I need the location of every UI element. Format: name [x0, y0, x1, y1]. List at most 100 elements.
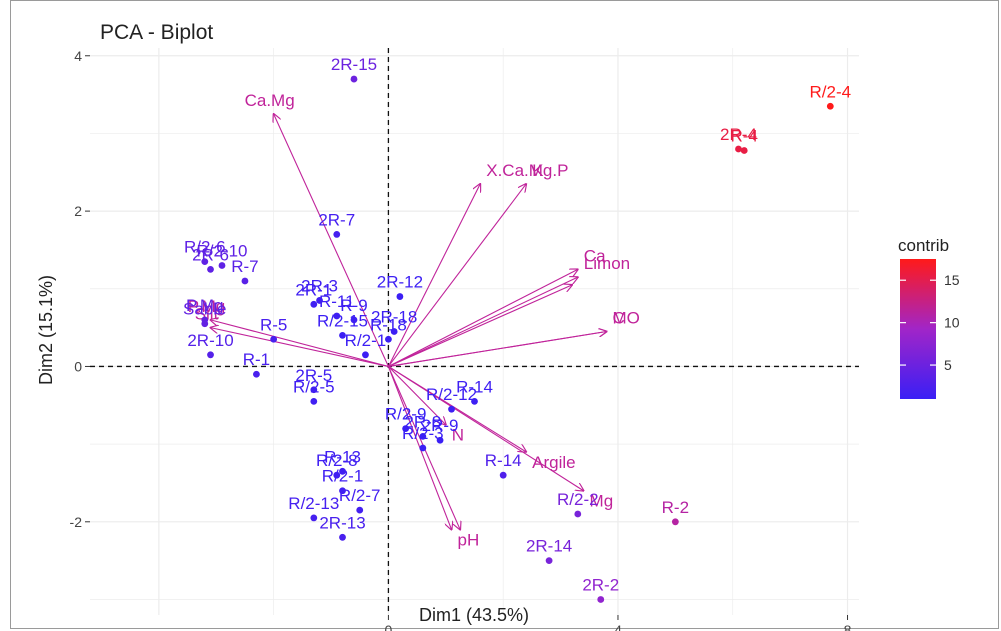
point-label: R/2-1 — [345, 331, 387, 350]
variable-arrow — [211, 328, 389, 367]
data-point — [310, 386, 318, 394]
data-point — [671, 518, 679, 526]
point-label: P.Mg — [186, 296, 224, 315]
variable-label: pH — [458, 531, 480, 550]
chart-title: PCA - Biplot — [100, 21, 213, 44]
data-point — [218, 262, 226, 269]
point-label: 2R-15 — [331, 55, 377, 74]
point-label: R-13 — [324, 447, 361, 466]
point-label: R/2-10 — [196, 241, 247, 260]
point-label: 2R-18 — [371, 308, 417, 327]
grid-lines — [90, 48, 859, 615]
data-point — [241, 277, 249, 285]
variable-arrow — [211, 320, 389, 367]
data-point — [362, 351, 369, 359]
variable-arrow — [388, 269, 577, 367]
variable-label: C — [612, 309, 624, 328]
point-label: R/2-7 — [339, 486, 381, 505]
legend-ticks: 5 10 15 — [900, 272, 960, 373]
point-label: R-14 — [485, 451, 522, 470]
data-point — [339, 331, 346, 339]
point-label: 2R-13 — [319, 513, 365, 532]
data-point — [356, 506, 364, 514]
variable-arrows: Ca.MgX.Ca.Mg.PKCaLimonMOCSiltP.MgArgileM… — [188, 91, 640, 550]
point-label: R-2 — [662, 498, 689, 517]
variable-arrow — [388, 285, 572, 367]
point-label: 2R-3 — [301, 276, 338, 295]
point-label: 2R-14 — [526, 537, 572, 556]
point-label: R/2-5 — [293, 377, 335, 396]
data-point — [310, 514, 318, 522]
variable-arrow — [388, 365, 583, 490]
point-label: 2R-10 — [187, 331, 233, 350]
point-label: R-4 — [731, 127, 758, 146]
point-label: 2R-5 — [295, 366, 332, 385]
point-label: R-11 — [319, 292, 355, 311]
data-point — [419, 444, 427, 452]
point-label: R-14 — [456, 377, 493, 396]
variable-label: Limon — [584, 254, 630, 273]
x-tick-label: 8 — [844, 622, 852, 631]
y-tick-label: 0 — [74, 358, 82, 374]
data-point — [207, 351, 214, 359]
point-label: R/2-3 — [402, 424, 444, 443]
data-point — [350, 316, 358, 324]
data-point — [574, 510, 582, 518]
data-point — [201, 316, 209, 324]
data-point — [316, 297, 323, 304]
variable-label: Ca.Mg — [245, 91, 295, 110]
variable-label: MO — [612, 309, 639, 328]
point-label: R-7 — [231, 257, 258, 276]
point-label: 2R-8 — [404, 412, 441, 431]
point-label: R/2-9 — [385, 405, 427, 424]
color-legend: contrib 5 10 15 — [898, 236, 960, 399]
variable-label: P.Mg — [188, 297, 226, 316]
variable-arrow — [388, 366, 445, 424]
legend-colorbar — [900, 259, 936, 399]
y-tick-label: 2 — [74, 203, 82, 219]
data-point — [385, 335, 392, 343]
legend-title: contrib — [898, 236, 949, 255]
data-point — [390, 328, 398, 335]
variable-arrow — [388, 332, 606, 367]
legend-tick-label: 5 — [944, 357, 952, 373]
point-label: R/2-6 — [184, 238, 226, 257]
x-axis-label: Dim1 (43.5%) — [419, 605, 529, 625]
point-label: 2R-12 — [377, 273, 423, 292]
point-label: 2R-4 — [720, 125, 757, 144]
point-label: R/2-8 — [316, 451, 358, 470]
point-label: R/2-15 — [317, 311, 368, 330]
zero-lines — [90, 48, 859, 615]
point-label: R-1 — [243, 350, 270, 369]
data-point — [339, 533, 346, 541]
point-label: 2R-1 — [295, 280, 332, 299]
data-point — [597, 596, 605, 603]
data-point — [740, 147, 748, 154]
data-point — [333, 231, 341, 238]
point-label: R-5 — [260, 315, 287, 334]
variable-arrow — [274, 114, 389, 367]
legend-tick-label: 15 — [944, 272, 960, 288]
variable-arrow — [387, 184, 480, 367]
data-point — [396, 293, 404, 300]
plot-frame — [10, 0, 999, 629]
point-labels: R/2-4 2R-4R-4 2R-15 2R-7 R/2-62R-6R/2-10R-7 2… — [183, 55, 851, 594]
variable-label: N — [452, 426, 464, 445]
variable-arrow — [387, 184, 526, 367]
data-point — [253, 370, 260, 378]
point-label: Sable — [183, 300, 226, 319]
data-point — [339, 487, 346, 495]
data-point — [448, 405, 455, 413]
y-tick-label: 4 — [74, 48, 82, 64]
variable-label: Ca — [584, 246, 606, 265]
data-point — [270, 335, 278, 343]
variable-label: Mg — [590, 492, 614, 511]
data-point — [499, 471, 507, 479]
data-point — [333, 312, 341, 320]
data-point — [350, 75, 358, 83]
data-point — [310, 398, 318, 405]
point-label: 2R-2 — [582, 575, 619, 594]
data-point — [339, 467, 346, 475]
data-point — [207, 265, 214, 273]
